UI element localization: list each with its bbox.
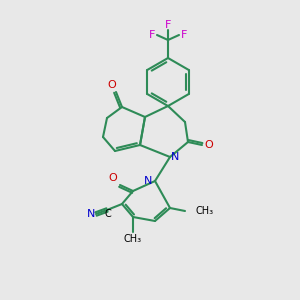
Text: N: N bbox=[144, 176, 152, 186]
Text: N: N bbox=[171, 152, 179, 162]
Text: CH₃: CH₃ bbox=[195, 206, 213, 216]
Text: F: F bbox=[149, 30, 155, 40]
Text: O: O bbox=[109, 173, 117, 183]
Text: N: N bbox=[87, 209, 95, 219]
Text: CH₃: CH₃ bbox=[124, 234, 142, 244]
Text: O: O bbox=[108, 80, 116, 90]
Text: C: C bbox=[105, 209, 111, 219]
Text: O: O bbox=[205, 140, 213, 150]
Text: F: F bbox=[165, 20, 171, 30]
Text: F: F bbox=[181, 30, 187, 40]
